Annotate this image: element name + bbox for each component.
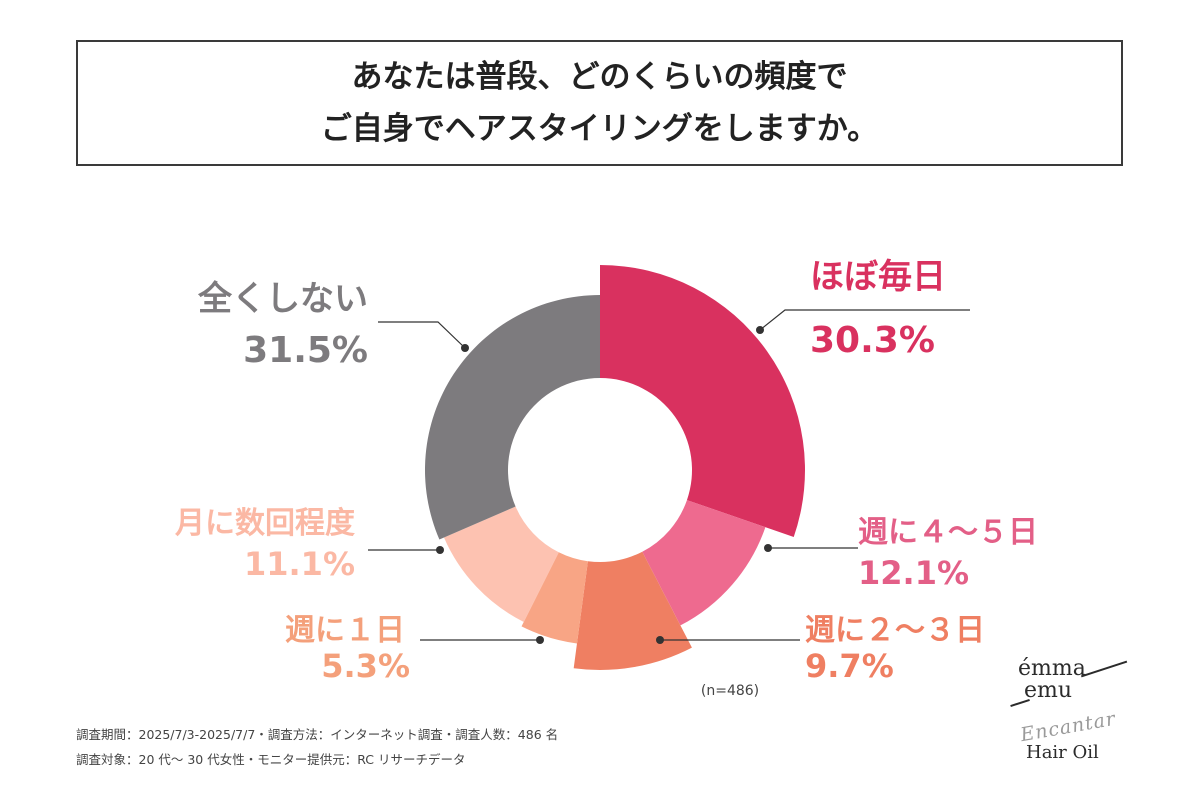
leader-dot-few-times-month [436, 546, 444, 554]
slice-1-day [521, 552, 588, 644]
category-label-few-times-month: 月に数回程度 [175, 506, 355, 541]
value-label-few-times-month: 11.1% [244, 545, 355, 583]
leader-line-daily [759, 309, 970, 331]
category-label-daily: ほぼ毎日 [810, 257, 946, 297]
leader-dot-2-3-days [656, 636, 664, 644]
leader-dot-never [461, 344, 469, 352]
survey-target-note: 調査対象：20 代～ 30 代女性・モニター提供元：RC リサーチデータ [76, 752, 466, 767]
slice-4-5-days [642, 500, 766, 626]
logo-product: Hair Oil [1026, 742, 1099, 763]
value-label-1-day: 5.3% [321, 647, 410, 685]
value-label-4-5-days: 12.1% [858, 554, 969, 592]
leader-dot-1-day [536, 636, 544, 644]
leader-dot-daily [756, 326, 764, 334]
brand-logo: émma emu Encantar Hair Oil [1010, 650, 1160, 770]
sample-size-label: (n=486) [701, 683, 759, 699]
slice-few-times-month [443, 506, 559, 622]
category-label-2-3-days: 週に２～３日 [805, 613, 985, 648]
category-label-1-day: 週に１日 [285, 613, 405, 648]
category-label-never: 全くしない [197, 279, 368, 319]
slice-daily [600, 265, 805, 538]
value-label-2-3-days: 9.7% [805, 647, 894, 685]
title-line-1: あなたは普段、どのくらいの頻度で [351, 59, 848, 95]
leader-dot-4-5-days [764, 544, 772, 552]
logo-script: Encantar [1018, 707, 1118, 747]
value-label-daily: 30.3% [810, 320, 935, 361]
logo-slash-line [1080, 660, 1128, 677]
logo-emu: emu [1024, 678, 1073, 703]
value-label-never: 31.5% [243, 330, 368, 371]
title-line-2: ご自身でヘアスタイリングをしますか。 [320, 111, 879, 147]
survey-period-note: 調査期間：2025/7/3-2025/7/7・調査方法：インターネット調査・調査… [76, 727, 559, 742]
logo-emma: émma [1018, 656, 1086, 681]
leader-line-never [378, 321, 466, 349]
slice-never [425, 295, 600, 540]
category-label-4-5-days: 週に４～５日 [858, 515, 1038, 550]
title-box: あなたは普段、どのくらいの頻度で ご自身でヘアスタイリングをしますか。 [76, 40, 1123, 166]
